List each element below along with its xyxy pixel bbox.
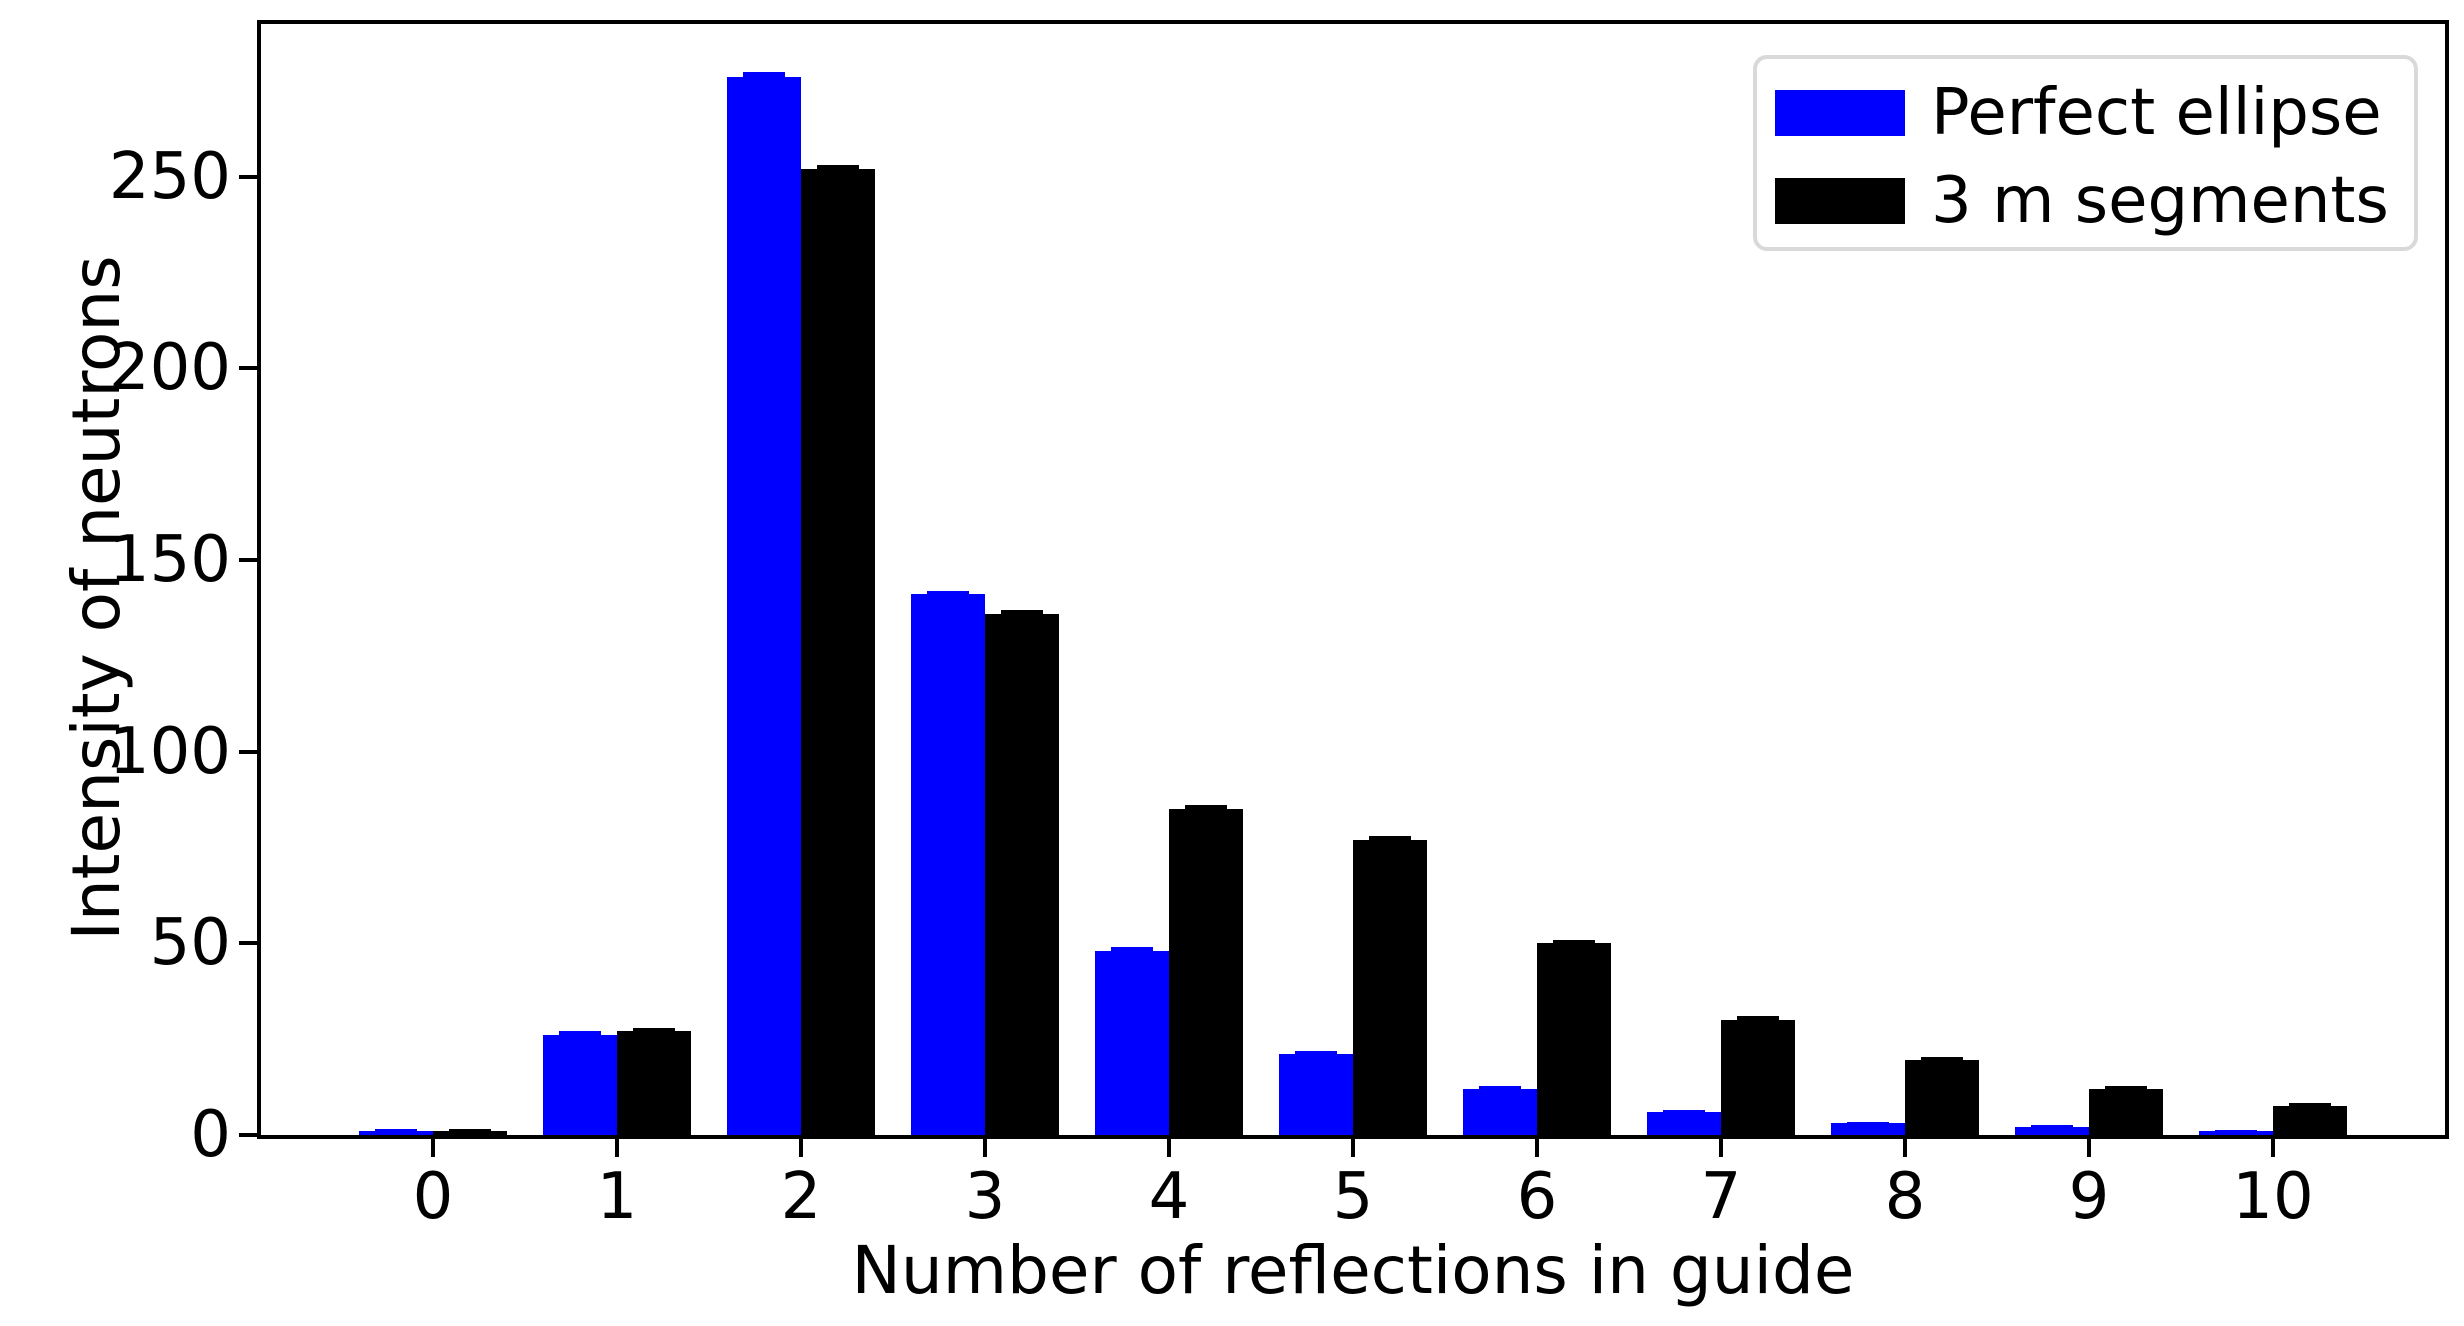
bar-3-m-segments-cat3 bbox=[985, 613, 1059, 1135]
bar-perfect-ellipse-cat3 bbox=[911, 594, 985, 1135]
legend: Perfect ellipse 3 m segments bbox=[1753, 55, 2418, 251]
x-tick-label-6: 6 bbox=[1516, 1160, 1558, 1234]
y-tick-label-250: 250 bbox=[108, 139, 231, 214]
bar-perfect-ellipse-cat8 bbox=[1831, 1123, 1905, 1135]
x-tick-mark-7 bbox=[1719, 1139, 1723, 1157]
bar-perfect-ellipse-cat1 bbox=[543, 1035, 617, 1135]
error-cap-perfect-ellipse-cat6 bbox=[1479, 1086, 1521, 1091]
bar-3-m-segments-cat7 bbox=[1721, 1019, 1795, 1135]
x-tick-label-7: 7 bbox=[1700, 1160, 1742, 1234]
y-tick-label-150: 150 bbox=[108, 522, 231, 597]
legend-swatch-perfect-ellipse bbox=[1775, 90, 1905, 136]
error-cap-perfect-ellipse-cat7 bbox=[1663, 1109, 1705, 1114]
error-cap-perfect-ellipse-cat5 bbox=[1295, 1051, 1337, 1056]
y-tick-label-100: 100 bbox=[108, 714, 231, 789]
bar-3-m-segments-cat6 bbox=[1537, 943, 1611, 1135]
y-tick-label-50: 50 bbox=[149, 906, 231, 981]
y-tick-mark-250 bbox=[239, 174, 257, 179]
error-cap-3-m-segments-cat1 bbox=[633, 1027, 675, 1032]
x-tick-mark-2 bbox=[799, 1139, 803, 1157]
bar-perfect-ellipse-cat4 bbox=[1095, 950, 1169, 1135]
error-cap-3-m-segments-cat8 bbox=[1921, 1056, 1963, 1061]
bar-3-m-segments-cat9 bbox=[2089, 1088, 2163, 1135]
x-tick-label-1: 1 bbox=[596, 1160, 638, 1234]
x-tick-label-5: 5 bbox=[1332, 1160, 1374, 1234]
legend-label-3m-segments: 3 m segments bbox=[1931, 164, 2389, 238]
error-cap-3-m-segments-cat4 bbox=[1185, 805, 1227, 810]
y-tick-mark-100 bbox=[239, 749, 257, 754]
y-tick-mark-50 bbox=[239, 941, 257, 946]
bar-perfect-ellipse-cat7 bbox=[1647, 1111, 1721, 1135]
bar-perfect-ellipse-cat9 bbox=[2015, 1127, 2089, 1135]
x-tick-label-10: 10 bbox=[2232, 1160, 2314, 1234]
error-cap-perfect-ellipse-cat2 bbox=[743, 72, 785, 77]
bar-3-m-segments-cat1 bbox=[617, 1031, 691, 1135]
y-tick-label-200: 200 bbox=[108, 331, 231, 406]
error-cap-3-m-segments-cat10 bbox=[2289, 1102, 2331, 1107]
legend-swatch-3m-segments bbox=[1775, 178, 1905, 224]
y-tick-mark-150 bbox=[239, 557, 257, 562]
error-cap-3-m-segments-cat3 bbox=[1001, 609, 1043, 614]
x-tick-mark-9 bbox=[2087, 1139, 2091, 1157]
bar-3-m-segments-cat10 bbox=[2273, 1106, 2347, 1135]
error-cap-perfect-ellipse-cat1 bbox=[559, 1031, 601, 1036]
y-tick-mark-200 bbox=[239, 366, 257, 371]
x-tick-label-8: 8 bbox=[1884, 1160, 1926, 1234]
error-cap-perfect-ellipse-cat4 bbox=[1111, 947, 1153, 952]
x-tick-label-2: 2 bbox=[780, 1160, 822, 1234]
bar-3-m-segments-cat8 bbox=[1905, 1060, 1979, 1135]
bar-perfect-ellipse-cat2 bbox=[727, 76, 801, 1135]
error-cap-3-m-segments-cat5 bbox=[1369, 835, 1411, 840]
error-cap-3-m-segments-cat6 bbox=[1553, 939, 1595, 944]
x-tick-label-9: 9 bbox=[2068, 1160, 2110, 1234]
x-tick-mark-4 bbox=[1167, 1139, 1171, 1157]
x-tick-mark-3 bbox=[983, 1139, 987, 1157]
x-tick-mark-10 bbox=[2271, 1139, 2275, 1157]
legend-item-perfect-ellipse: Perfect ellipse bbox=[1775, 69, 2414, 157]
x-tick-label-0: 0 bbox=[412, 1160, 454, 1234]
x-tick-mark-0 bbox=[431, 1139, 435, 1157]
bar-3-m-segments-cat2 bbox=[801, 168, 875, 1135]
error-cap-perfect-ellipse-cat0 bbox=[375, 1129, 417, 1134]
error-cap-perfect-ellipse-cat8 bbox=[1847, 1121, 1889, 1126]
bar-perfect-ellipse-cat5 bbox=[1279, 1054, 1353, 1135]
legend-item-3m-segments: 3 m segments bbox=[1775, 157, 2414, 245]
error-cap-perfect-ellipse-cat10 bbox=[2215, 1129, 2257, 1134]
bar-3-m-segments-cat5 bbox=[1353, 839, 1427, 1135]
error-cap-3-m-segments-cat0 bbox=[449, 1129, 491, 1134]
x-axis-label: Number of reflections in guide bbox=[851, 1232, 1855, 1309]
error-cap-3-m-segments-cat2 bbox=[817, 164, 859, 169]
x-tick-mark-5 bbox=[1351, 1139, 1355, 1157]
error-cap-perfect-ellipse-cat3 bbox=[927, 590, 969, 595]
legend-label-perfect-ellipse: Perfect ellipse bbox=[1931, 76, 2382, 150]
x-tick-mark-6 bbox=[1535, 1139, 1539, 1157]
x-tick-label-4: 4 bbox=[1148, 1160, 1190, 1234]
x-tick-mark-8 bbox=[1903, 1139, 1907, 1157]
error-cap-3-m-segments-cat9 bbox=[2105, 1085, 2147, 1090]
error-cap-3-m-segments-cat7 bbox=[1737, 1016, 1779, 1021]
y-tick-label-0: 0 bbox=[190, 1098, 231, 1172]
error-cap-perfect-ellipse-cat9 bbox=[2031, 1125, 2073, 1130]
bar-3-m-segments-cat4 bbox=[1169, 809, 1243, 1135]
x-tick-mark-1 bbox=[615, 1139, 619, 1157]
y-tick-mark-0 bbox=[239, 1133, 257, 1137]
x-tick-label-3: 3 bbox=[964, 1160, 1006, 1234]
bar-perfect-ellipse-cat6 bbox=[1463, 1088, 1537, 1135]
